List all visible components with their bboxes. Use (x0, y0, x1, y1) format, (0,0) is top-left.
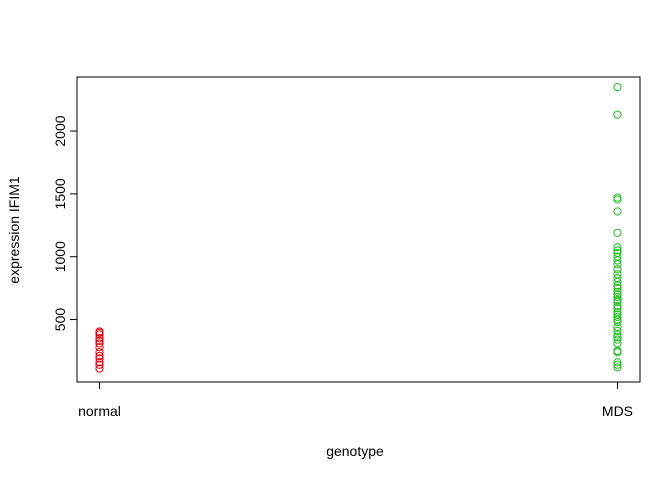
data-point-mds (613, 358, 622, 367)
data-point-normal (95, 327, 104, 336)
data-point-normal (95, 336, 104, 346)
data-point-mds (613, 287, 622, 296)
data-points (95, 82, 622, 373)
data-point-mds (613, 228, 622, 237)
data-point-mds (613, 297, 622, 307)
y-axis: 500 1000 1500 2000 (52, 115, 78, 332)
data-point-mds (613, 301, 622, 310)
data-point-mds (613, 243, 622, 252)
data-point-mds (613, 256, 622, 265)
data-point-mds (613, 260, 622, 269)
data-point-mds (613, 363, 622, 372)
data-point-mds (613, 110, 622, 119)
data-point-mds (613, 348, 622, 357)
data-point-mds (613, 281, 622, 290)
data-point-normal (95, 364, 104, 373)
data-point-mds (613, 207, 622, 216)
data-point-normal (95, 343, 104, 352)
data-point-mds (613, 333, 622, 342)
y-axis-title: expression IFIM1 (6, 176, 22, 284)
x-axis-title: genotype (326, 443, 384, 459)
data-point-mds (613, 335, 622, 344)
data-point-mds (613, 284, 622, 293)
data-point-mds (613, 292, 622, 302)
y-tick-label: 1500 (52, 178, 68, 209)
y-tick-label: 1000 (52, 241, 68, 272)
data-point-mds (613, 195, 622, 204)
x-axis: normal MDS (78, 381, 633, 419)
data-point-mds (613, 82, 622, 92)
data-point-mds (613, 317, 622, 327)
data-point-mds (613, 304, 622, 313)
data-point-mds (613, 360, 622, 369)
data-point-mds (613, 312, 622, 322)
data-point-normal (95, 348, 104, 357)
data-point-normal (95, 339, 104, 348)
data-point-normal (95, 351, 104, 361)
y-tick-label: 2000 (52, 115, 68, 146)
x-tick-label: MDS (602, 403, 633, 419)
data-point-normal (95, 354, 104, 363)
x-tick-label: normal (78, 403, 121, 419)
data-point-mds (613, 246, 622, 255)
data-point-mds (613, 326, 622, 335)
data-point-mds (613, 330, 622, 339)
data-point-normal (95, 360, 104, 369)
plot-frame (76, 76, 641, 383)
y-tick-label: 500 (52, 308, 68, 332)
data-point-normal (95, 358, 104, 367)
data-point-mds (613, 277, 622, 286)
data-point-mds (613, 265, 622, 274)
